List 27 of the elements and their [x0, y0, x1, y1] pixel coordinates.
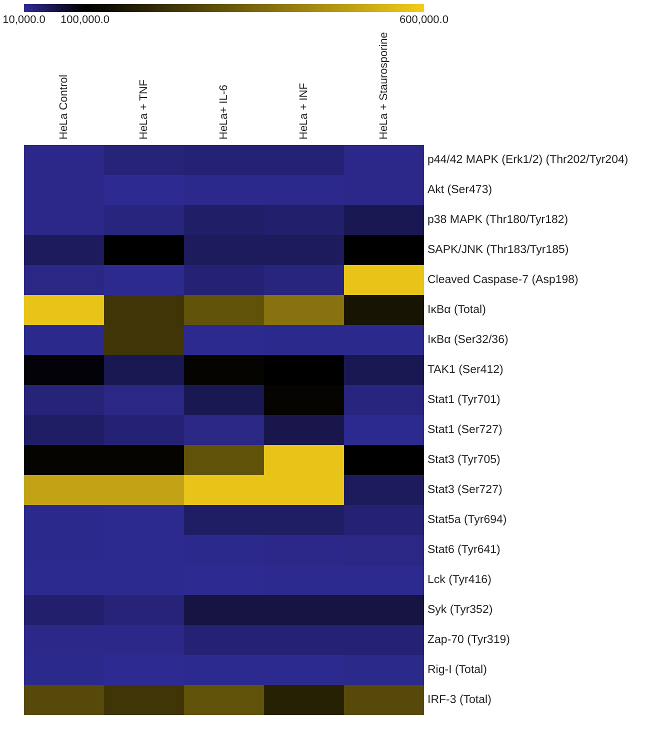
x-tick-label: HeLa Control — [58, 74, 70, 140]
y-tick-label: Stat3 (Ser727) — [428, 484, 502, 496]
y-tick-label: Cleaved Caspase-7 (Asp198) — [428, 274, 579, 286]
y-tick-label: Stat6 (Tyr641) — [428, 544, 501, 556]
y-tick-label: IκBα (Total) — [428, 304, 486, 316]
x-tick-label: HeLa+ IL-6 — [218, 84, 230, 140]
color-bar-label: 600,000.0 — [400, 14, 448, 26]
y-tick-label: p38 MAPK (Thr180/Tyr182) — [428, 214, 568, 226]
y-tick-label: Stat5a (Tyr694) — [428, 514, 507, 526]
y-tick-label: p44/42 MAPK (Erk1/2) (Thr202/Tyr204) — [428, 154, 628, 166]
y-tick-label: Zap-70 (Tyr319) — [428, 634, 510, 646]
y-tick-label: IRF-3 (Total) — [428, 694, 492, 706]
y-tick-label: Stat1 (Tyr701) — [428, 394, 501, 406]
y-tick-label: Stat3 (Tyr705) — [428, 454, 501, 466]
y-tick-label: Syk (Tyr352) — [428, 604, 493, 616]
y-tick-label: SAPK/JNK (Thr183/Tyr185) — [428, 244, 569, 256]
x-tick-label: HeLa + TNF — [138, 79, 150, 140]
y-tick-label: IκBα (Ser32/36) — [428, 334, 508, 346]
y-tick-label: Stat1 (Ser727) — [428, 424, 502, 436]
y-tick-label: Lck (Tyr416) — [428, 574, 492, 586]
y-tick-label: TAK1 (Ser412) — [428, 364, 504, 376]
color-bar-label: 10,000.0 — [2, 14, 46, 26]
color-bar-label: 100,000.0 — [60, 14, 110, 26]
x-tick-label: HeLa + Staurosporine — [378, 32, 390, 140]
y-tick-label: Akt (Ser473) — [428, 184, 492, 196]
x-tick-label: HeLa + INF — [298, 82, 310, 140]
y-tick-label: Rig-I (Total) — [428, 664, 488, 676]
